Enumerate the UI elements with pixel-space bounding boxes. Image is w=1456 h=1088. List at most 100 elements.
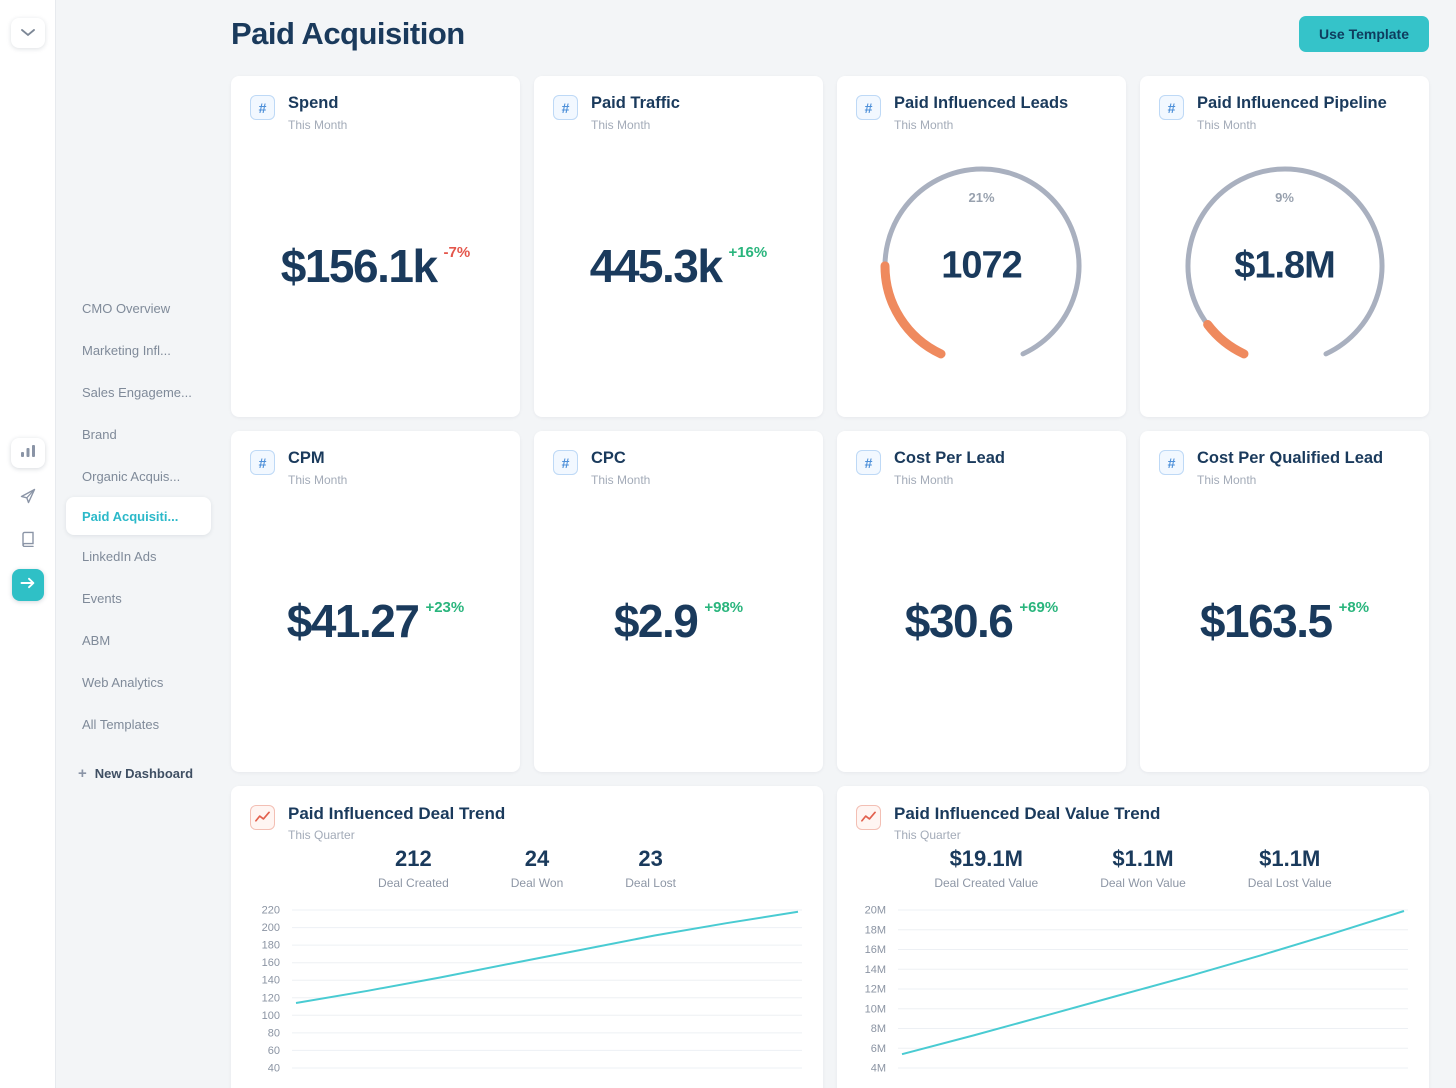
sidebar-item-linkedin-ads[interactable]: LinkedIn Ads [56,535,217,577]
svg-text:120: 120 [262,993,280,1005]
kpi-card: # Cost Per Lead This Month $30.6 +69% [837,431,1126,772]
card-title: Paid Traffic [591,94,680,112]
line-chart-icon [250,805,275,830]
sidebar-item-cmo-overview[interactable]: CMO Overview [56,287,217,329]
svg-text:40: 40 [268,1063,280,1075]
sidebar-item-web-analytics[interactable]: Web Analytics [56,661,217,703]
library-button[interactable] [11,526,45,556]
trend-stat-value: 24 [524,846,550,872]
trend-stat-value: $1.1M [1259,846,1321,872]
card-title: Cost Per Lead [894,449,1005,467]
svg-text:16M: 16M [865,944,886,956]
svg-text:14M: 14M [865,964,886,976]
metric-value: $2.9 [613,594,699,647]
card-header: # Spend This Month [250,93,501,132]
cards-grid: # Spend This Month $156.1k -7% # Paid Tr… [231,76,1429,1088]
send-icon [20,488,36,509]
nav-item-label: Sales Engageme... [82,384,192,400]
use-template-button[interactable]: Use Template [1299,16,1429,52]
sidebar-item-brand[interactable]: Brand [56,413,217,455]
card-period: This Month [894,472,954,487]
metric-row: 445.3k +16% [553,132,804,400]
page-title: Paid Acquisition [231,16,465,51]
card-period: This Quarter [288,828,355,843]
trend-stat: 212 Deal Created [378,846,449,890]
trend-stat: 24 Deal Won [511,846,563,890]
svg-text:140: 140 [262,975,280,987]
hash-icon: # [250,95,275,120]
svg-text:20M: 20M [865,905,886,917]
nav-item-label: All Templates [82,716,160,732]
card-period: This Month [894,117,954,132]
card-period: This Quarter [894,828,961,843]
card-period: This Month [288,117,348,132]
expand-sidebar-button[interactable] [11,569,44,601]
trend-stat-value: $1.1M [1112,846,1174,872]
sidebar-item-organic-acquis[interactable]: Organic Acquis... [56,455,217,497]
gauge-wrap: 9% $1.8M [1159,132,1410,400]
metric-value: $30.6 [904,594,1014,647]
card-header: # CPM This Month [250,448,501,487]
trend-stat: $1.1M Deal Won Value [1100,846,1186,890]
hash-icon: # [1159,95,1184,120]
card-title: Spend [288,94,339,112]
collapse-button[interactable] [10,18,45,48]
chart-area: 20M 18M 16M 14M 12M 10M 8M 6M 4M [856,898,1410,1088]
sidebar-item-paid-acquisiti[interactable]: Paid Acquisiti... [66,497,211,535]
plus-icon: + [78,765,87,782]
card-title: CPC [591,449,626,467]
sidebar-item-events[interactable]: Events [56,577,217,619]
card-header: # Cost Per Qualified Lead This Month [1159,448,1410,487]
sidebar-item-marketing-infl[interactable]: Marketing Infl... [56,329,217,371]
nav-item-label: ABM [82,632,111,648]
hash-icon: # [856,95,881,120]
trend-stat-label: Deal Lost Value [1247,876,1332,891]
trend-stat: 23 Deal Lost [625,846,676,890]
metric-delta-badge: -7% [443,244,471,262]
svg-text:60: 60 [268,1045,280,1057]
gauge-card: # Paid Influenced Pipeline This Month 9%… [1140,76,1429,417]
svg-text:80: 80 [268,1028,280,1040]
sidebar-item-all-templates[interactable]: All Templates [56,703,217,745]
card-header: Paid Influenced Deal Trend This Quarter [250,803,804,842]
svg-text:10M: 10M [865,1004,886,1016]
metric-row: $30.6 +69% [856,487,1107,755]
trend-stat-label: Deal Created Value [934,876,1039,891]
card-header: # Cost Per Lead This Month [856,448,1107,487]
card-header: Paid Influenced Deal Value Trend This Qu… [856,803,1410,842]
new-dashboard-label: New Dashboard [94,766,194,781]
nav-item-label: Marketing Infl... [82,342,171,358]
svg-text:160: 160 [262,957,280,969]
dashboards-button[interactable] [10,438,45,468]
svg-text:6M: 6M [871,1043,886,1055]
nav-item-label: Brand [82,426,117,442]
metric-row: $156.1k -7% [250,132,501,400]
svg-text:200: 200 [262,922,280,934]
arrow-right-icon [20,576,36,594]
trend-stat-label: Deal Won [510,876,564,891]
nav-list: CMO Overview Marketing Infl... Sales Eng… [56,287,217,745]
kpi-card: # CPM This Month $41.27 +23% [231,431,520,772]
trend-stat-value: $19.1M [949,846,1023,872]
new-dashboard-button[interactable]: + New Dashboard [78,765,217,782]
trend-stat-value: 23 [638,846,663,872]
book-icon [21,531,35,552]
sidebar-item-abm[interactable]: ABM [56,619,217,661]
gauge-percent-label: 9% [1275,189,1294,205]
trend-stats-row: 212 Deal Created 24 Deal Won 23 Deal Lost [250,846,804,890]
kpi-card: # Paid Traffic This Month 445.3k +16% [534,76,823,417]
sidebar-item-sales-engageme[interactable]: Sales Engageme... [56,371,217,413]
share-button[interactable] [11,483,45,513]
hash-icon: # [856,450,881,475]
trend-stat-label: Deal Won Value [1100,876,1186,891]
metric-delta-badge: +98% [704,599,744,617]
metric-row: $41.27 +23% [250,487,501,755]
metric-row: $163.5 +8% [1159,487,1410,755]
dashboard-nav: CMO Overview Marketing Infl... Sales Eng… [56,0,217,1088]
trend-stat: $19.1M Deal Created Value [934,846,1038,890]
svg-text:220: 220 [262,905,280,917]
hash-icon: # [1159,450,1184,475]
card-title: CPM [288,449,325,467]
card-period: This Month [288,472,348,487]
card-period: This Month [591,117,651,132]
